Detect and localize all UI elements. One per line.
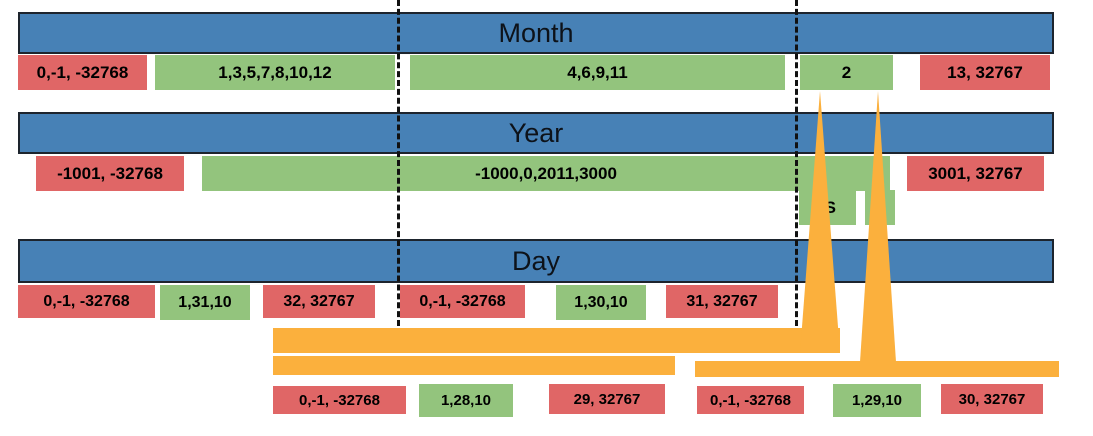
month-valid-30day: 4,6,9,11 — [410, 55, 785, 90]
month-invalid-high: 13, 32767 — [920, 55, 1050, 90]
day-invalid-low-31: 0,-1, -32768 — [18, 285, 155, 318]
day-bar: Day — [18, 239, 1054, 283]
feb-leap-valid: 1,29,10 — [833, 384, 921, 417]
dashed-separator-left — [397, 0, 400, 326]
year-bar: Year — [18, 112, 1054, 154]
day-valid-30: 1,30,10 — [556, 285, 646, 320]
funnel-bar-leap — [695, 361, 1059, 377]
year-valid: -1000,0,2011,3000 — [202, 156, 890, 191]
day-invalid-high-31: 32, 32767 — [263, 285, 375, 318]
funnel-bar-nonleap-top — [273, 328, 840, 353]
dashed-separator-right — [795, 0, 798, 326]
funnel-bar-nonleap-bottom — [273, 356, 675, 375]
flag-not-special-leap: !S — [799, 190, 856, 225]
month-valid-february: 2 — [800, 55, 893, 90]
year-invalid-high: 3001, 32767 — [907, 156, 1044, 191]
feb-nonleap-invalid-high: 29, 32767 — [549, 384, 665, 414]
feb-nonleap-valid: 1,28,10 — [419, 384, 513, 417]
year-invalid-low: -1001, -32768 — [36, 156, 184, 191]
month-invalid-low: 0,-1, -32768 — [18, 55, 147, 90]
month-valid-31day: 1,3,5,7,8,10,12 — [155, 55, 395, 90]
month-bar-title: Month — [498, 17, 574, 48]
day-invalid-low-30: 0,-1, -32768 — [400, 285, 525, 318]
month-bar: Month — [18, 12, 1054, 54]
feb-leap-invalid-high: 30, 32767 — [941, 384, 1043, 414]
day-invalid-high-30: 31, 32767 — [666, 285, 778, 318]
day-valid-31: 1,31,10 — [160, 285, 250, 320]
feb-leap-invalid-low: 0,-1, -32768 — [697, 386, 804, 414]
feb-nonleap-invalid-low: 0,-1, -32768 — [273, 386, 406, 414]
day-bar-title: Day — [511, 245, 560, 276]
year-bar-title: Year — [508, 117, 564, 148]
flag-special-leap: S — [865, 190, 895, 225]
